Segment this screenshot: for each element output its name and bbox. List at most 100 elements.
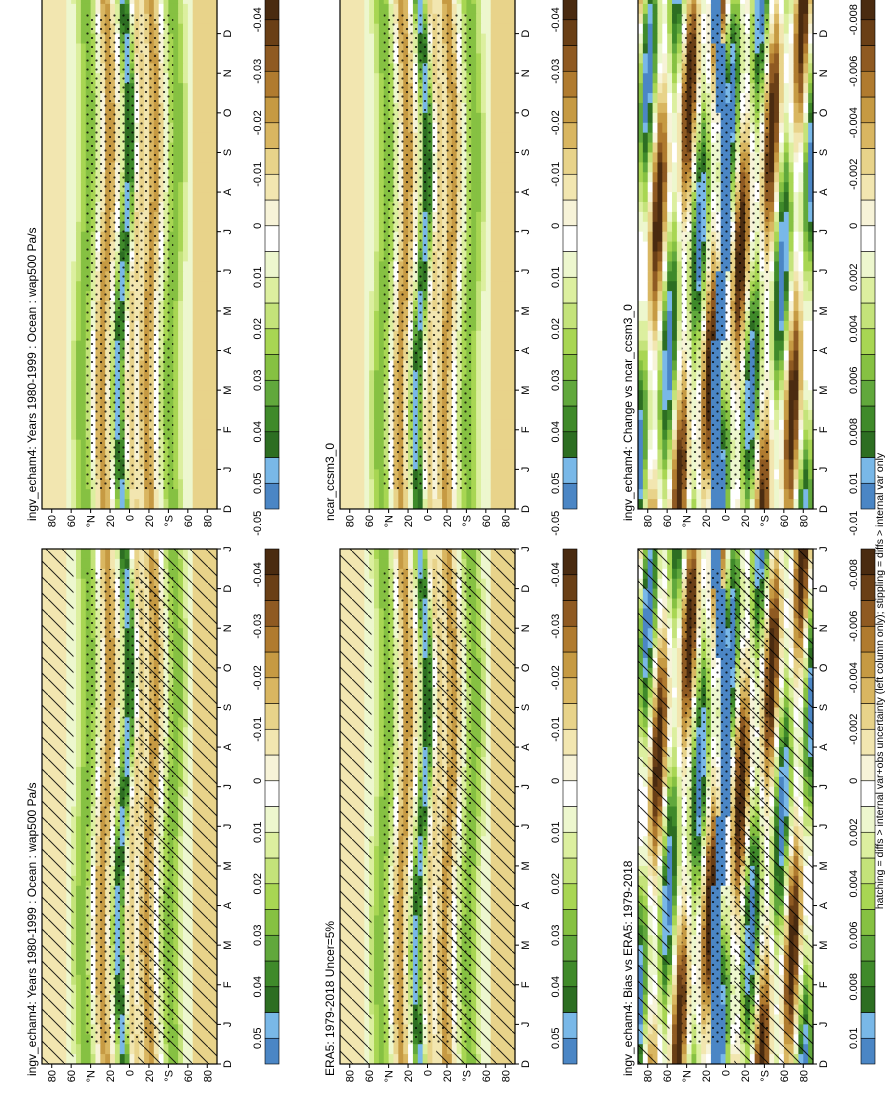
heatmap-cell bbox=[66, 290, 72, 302]
heatmap-cell bbox=[76, 468, 82, 480]
heatmap-cell bbox=[207, 240, 213, 252]
heatmap-cell bbox=[207, 33, 213, 44]
colorbar-bin bbox=[264, 96, 280, 124]
heatmap-cell bbox=[187, 250, 194, 262]
heatmap-cell bbox=[197, 0, 204, 4]
colorbar-label: 0.01 bbox=[252, 822, 264, 843]
heatmap-cell bbox=[42, 122, 48, 133]
heatmap-cell bbox=[76, 320, 82, 331]
y-tick-label: 0 bbox=[125, 1070, 137, 1076]
heatmap-cell bbox=[202, 359, 208, 371]
colorbar-label: 0.03 bbox=[252, 925, 264, 946]
heatmap-cell bbox=[173, 478, 179, 490]
heatmap-cell bbox=[66, 419, 72, 430]
heatmap-cell bbox=[187, 141, 194, 153]
heatmap-cell bbox=[51, 260, 58, 272]
heatmap-cell bbox=[168, 0, 174, 4]
heatmap-cell bbox=[192, 62, 199, 74]
heatmap-cell bbox=[76, 617, 82, 629]
heatmap-cell bbox=[80, 795, 87, 807]
heatmap-cell bbox=[95, 488, 101, 500]
heatmap-cell bbox=[80, 369, 87, 381]
colorbar-label: -0.05 bbox=[252, 511, 264, 536]
heatmap-cell bbox=[61, 62, 67, 74]
heatmap-cell bbox=[46, 240, 53, 252]
heatmap-cell bbox=[71, 33, 77, 44]
heatmap-cell bbox=[90, 498, 97, 509]
heatmap-cell bbox=[173, 191, 179, 202]
heatmap-cell bbox=[378, 944, 385, 956]
heatmap-cell bbox=[42, 181, 48, 193]
heatmap-cell bbox=[76, 895, 82, 906]
heatmap-cell bbox=[61, 13, 67, 24]
colorbar-bin bbox=[264, 600, 280, 627]
heatmap-cell bbox=[56, 369, 63, 381]
heatmap-cell bbox=[182, 359, 189, 371]
y-tick-label: °N bbox=[86, 1070, 98, 1082]
heatmap-cell bbox=[90, 1053, 97, 1064]
heatmap-cell bbox=[66, 52, 72, 64]
heatmap-cell bbox=[51, 458, 58, 470]
heatmap-cell bbox=[187, 92, 194, 103]
heatmap-cell bbox=[76, 359, 82, 371]
heatmap-cell bbox=[197, 201, 204, 212]
heatmap-cell bbox=[42, 240, 48, 252]
heatmap-cell bbox=[173, 42, 179, 54]
heatmap-cell bbox=[61, 151, 67, 163]
heatmap-cell bbox=[56, 270, 63, 282]
heatmap-cell bbox=[187, 419, 194, 430]
heatmap-cell bbox=[197, 379, 204, 391]
heatmap-cell bbox=[378, 805, 385, 817]
heatmap-cell bbox=[76, 270, 82, 282]
heatmap-cell bbox=[202, 221, 208, 232]
heatmap-cell bbox=[80, 33, 87, 44]
x-tick-label: F bbox=[222, 426, 234, 433]
heatmap-cell bbox=[173, 290, 179, 302]
heatmap-cell bbox=[42, 419, 48, 430]
heatmap-cell bbox=[178, 82, 184, 94]
heatmap-cell bbox=[374, 845, 380, 857]
heatmap-cell bbox=[76, 1033, 82, 1045]
heatmap-cell bbox=[51, 439, 58, 450]
heatmap-cell bbox=[76, 132, 82, 143]
heatmap-cell bbox=[187, 171, 194, 183]
heatmap-cell bbox=[393, 1043, 399, 1055]
heatmap-cell bbox=[192, 211, 199, 222]
heatmap-cell bbox=[187, 62, 194, 74]
heatmap-cell bbox=[42, 260, 48, 272]
colorbar-bin bbox=[264, 728, 280, 756]
heatmap-cell bbox=[197, 429, 204, 440]
heatmap-cell bbox=[187, 439, 194, 450]
heatmap-cell bbox=[202, 13, 208, 24]
heatmap-cell bbox=[378, 934, 385, 946]
heatmap-cell bbox=[192, 102, 199, 113]
heatmap-cell bbox=[76, 250, 82, 262]
heatmap-cell bbox=[42, 458, 48, 470]
heatmap-cell bbox=[182, 290, 189, 302]
heatmap-cell bbox=[192, 409, 199, 420]
heatmap-cell bbox=[207, 448, 213, 460]
heatmap-cell bbox=[80, 607, 87, 619]
heatmap-cell bbox=[80, 122, 87, 133]
heatmap-cell bbox=[95, 558, 101, 569]
heatmap-cell bbox=[66, 102, 72, 113]
heatmap-cell bbox=[153, 0, 160, 4]
heatmap-cell bbox=[197, 221, 204, 232]
heatmap-cell bbox=[178, 359, 184, 371]
heatmap-cell bbox=[71, 399, 77, 410]
heatmap-cell bbox=[95, 1043, 101, 1055]
heatmap-cell bbox=[80, 310, 87, 321]
heatmap-cell bbox=[80, 637, 87, 649]
colorbar-bin bbox=[264, 276, 280, 304]
heatmap-cell bbox=[42, 221, 48, 232]
heatmap-cell bbox=[46, 0, 53, 4]
heatmap-cell bbox=[80, 716, 87, 728]
colorbar-label: -0.01 bbox=[252, 717, 264, 742]
heatmap-cell bbox=[42, 171, 48, 183]
heatmap-cell bbox=[187, 448, 194, 460]
heatmap-cell bbox=[76, 280, 82, 292]
heatmap-cell bbox=[76, 3, 82, 14]
heatmap-cell bbox=[71, 359, 77, 371]
heatmap-cell bbox=[80, 766, 87, 777]
heatmap-cell bbox=[187, 181, 194, 193]
